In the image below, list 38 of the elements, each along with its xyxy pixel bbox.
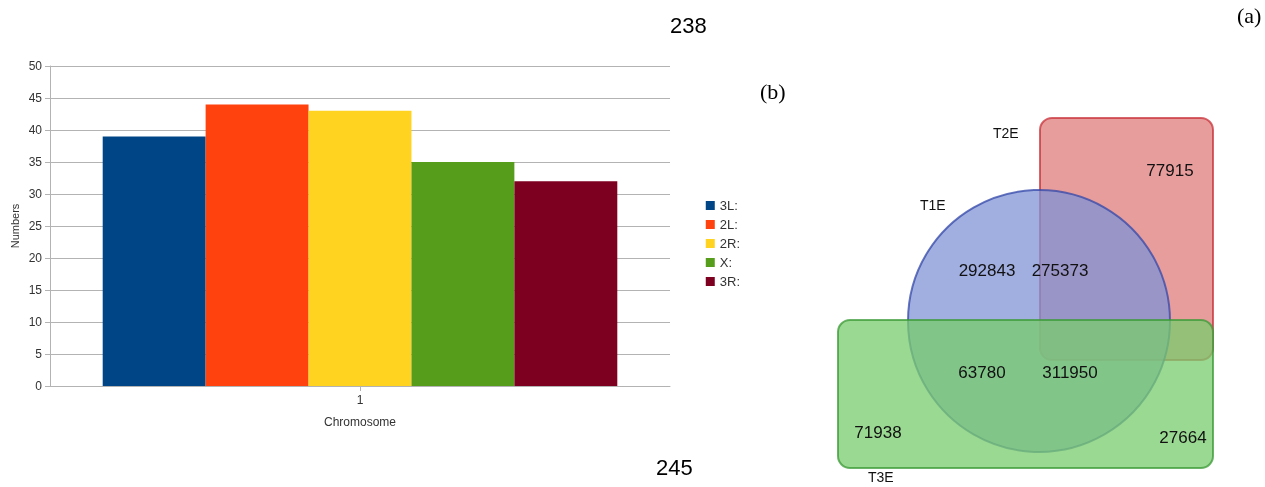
y-tick-label: 45 [28, 91, 43, 105]
text: 311950 [1042, 362, 1098, 382]
bar [102, 136, 206, 386]
text: (b) [760, 78, 786, 104]
text: (a) [1237, 2, 1262, 28]
y-tick-label: 40 [28, 123, 43, 137]
text: 63780 [958, 362, 1006, 382]
text: 245 [656, 454, 693, 480]
y-tick-label: 20 [28, 251, 43, 265]
bar [411, 162, 515, 386]
legend-label: 3L: [719, 198, 738, 213]
category-label: T1E [920, 197, 946, 213]
y-tick-label: 25 [28, 219, 43, 233]
legend-label: 3R: [719, 274, 740, 289]
legend-label: X: [719, 255, 733, 270]
legend-label: 2L: [719, 217, 738, 232]
legend-label: 2R: [719, 236, 740, 251]
text: 275373 [1031, 260, 1089, 280]
bar [205, 104, 309, 386]
y-tick-label: 0 [35, 379, 43, 393]
bar [514, 181, 618, 386]
category-label: T3E [868, 469, 894, 485]
y-tick-label: 50 [28, 59, 43, 73]
text: 77915 [1146, 160, 1194, 180]
y-tick-label: 5 [35, 347, 43, 361]
x-axis-title: Chromosome [323, 415, 397, 429]
category-label: T2E [993, 125, 1019, 141]
x-tick-label: 1 [356, 393, 364, 407]
text: 238 [670, 12, 707, 38]
y-tick-label: 15 [28, 283, 43, 297]
y-tick-label: 30 [28, 187, 43, 201]
y-axis-title: Numbers [8, 203, 21, 249]
text: 292843 [958, 260, 1016, 280]
bar [308, 110, 412, 386]
y-tick-label: 35 [28, 155, 43, 169]
text: 27664 [1159, 427, 1207, 447]
y-tick-label: 10 [28, 315, 43, 329]
text: 71938 [854, 422, 902, 442]
